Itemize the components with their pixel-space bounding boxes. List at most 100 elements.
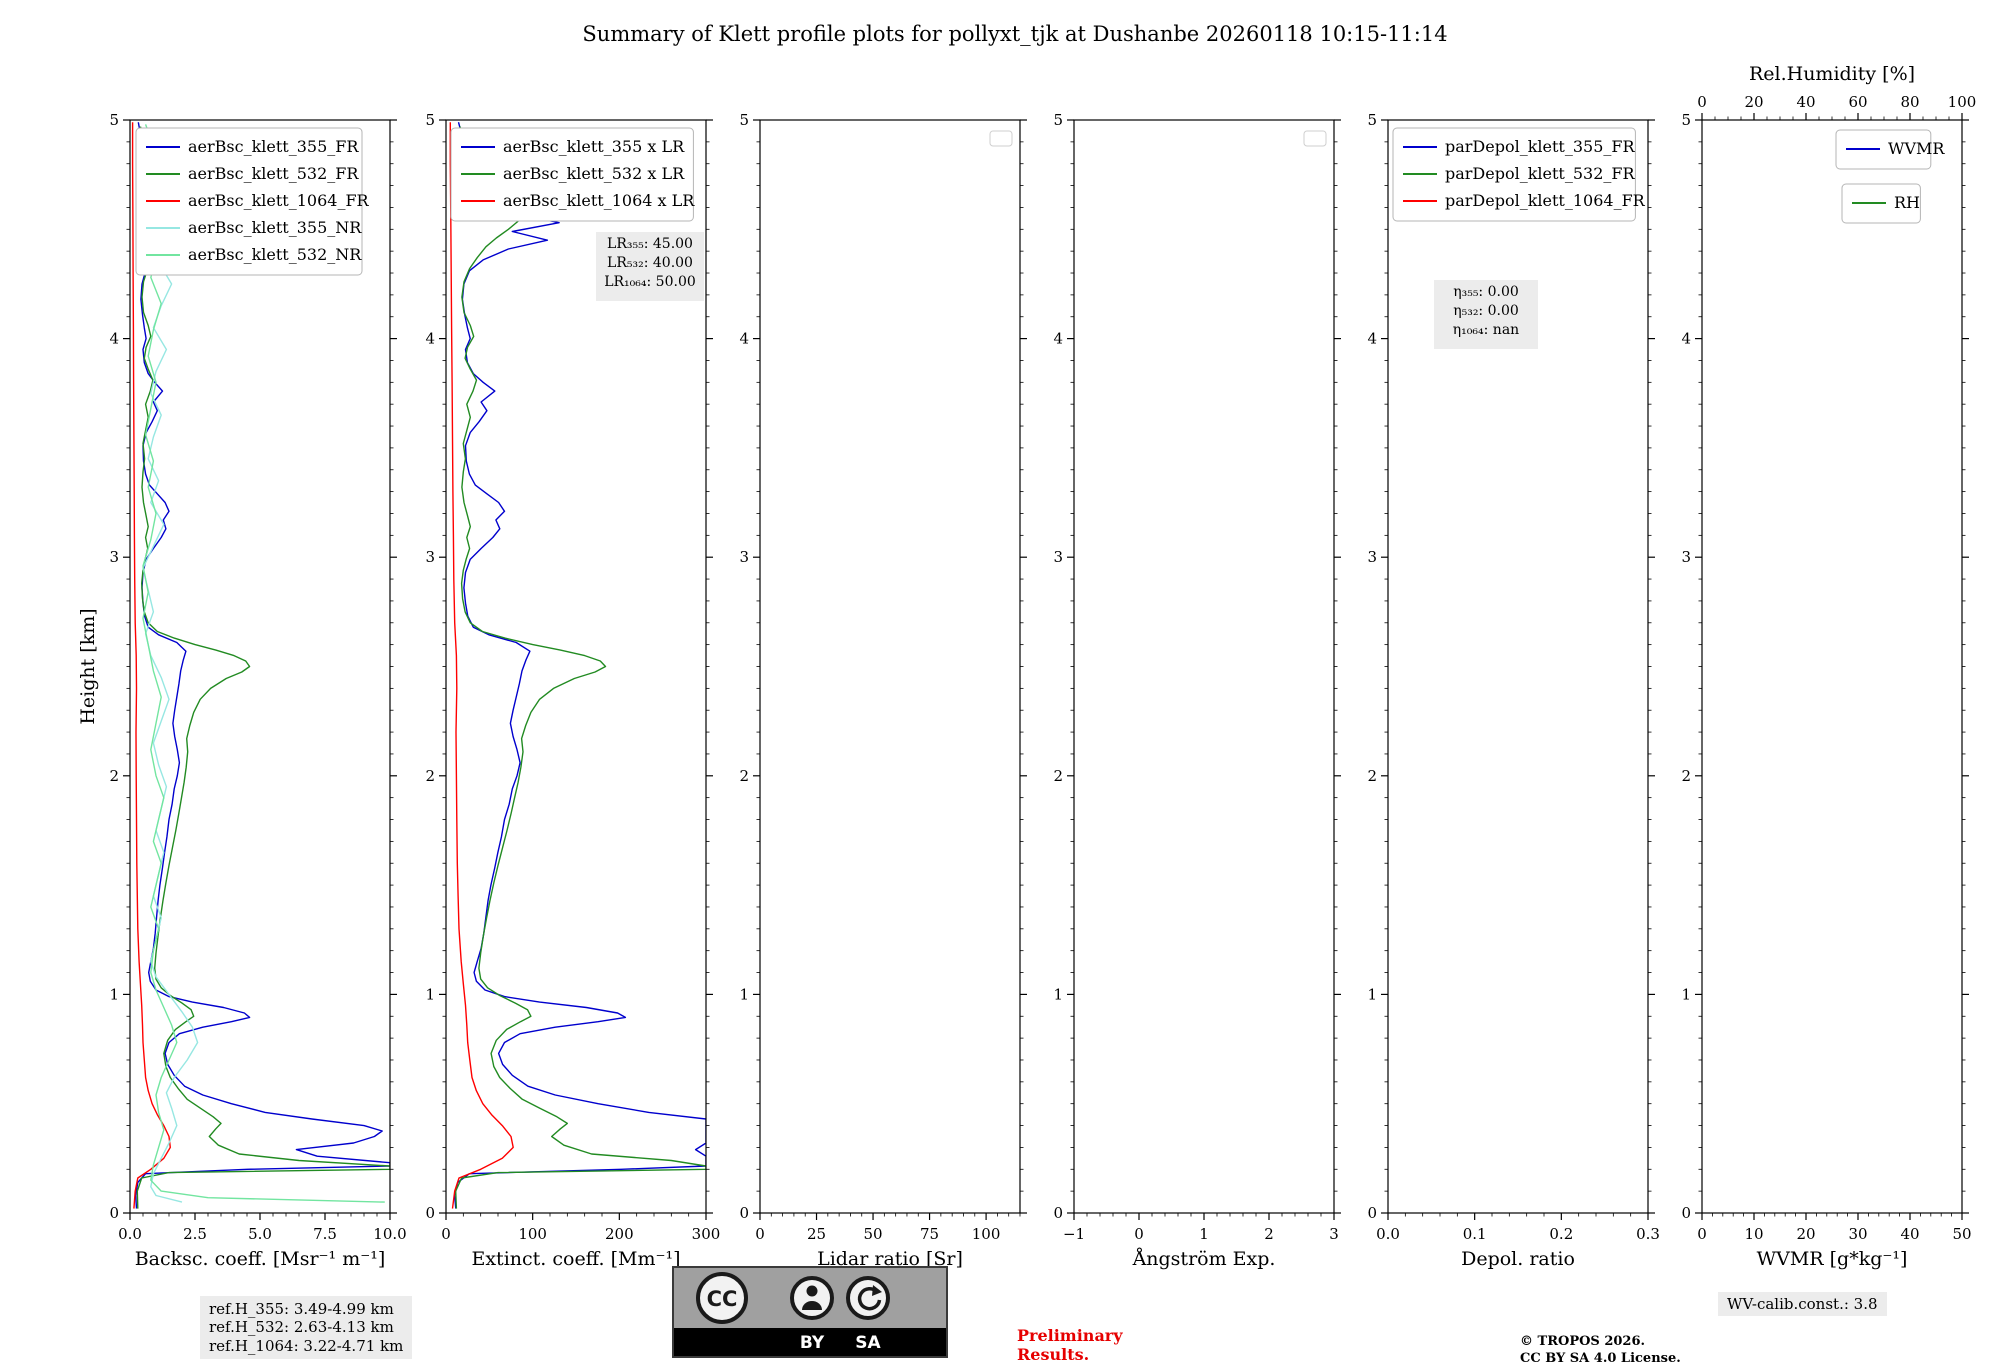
y-tick-label: 0 — [1367, 1204, 1377, 1222]
top-tick-label: 0 — [1697, 93, 1707, 111]
annotation-line: η₁₀₆₄: nan — [1453, 322, 1519, 338]
panel-0-frame — [129, 119, 391, 1214]
x-tick-label: 0 — [755, 1225, 765, 1243]
y-tick-label: 2 — [1681, 767, 1691, 785]
legend-label: parDepol_klett_1064_FR — [1445, 191, 1646, 210]
panel-5-frame — [1701, 119, 1963, 1214]
y-tick-label: 4 — [1367, 330, 1377, 348]
legend-label: aerBsc_klett_532_FR — [188, 164, 359, 183]
x-tick-label: 0 — [1134, 1225, 1144, 1243]
legend-label: aerBsc_klett_532_NR — [188, 245, 362, 264]
y-tick-label: 0 — [739, 1204, 749, 1222]
y-tick-label: 1 — [1681, 985, 1691, 1003]
y-tick-label: 2 — [425, 767, 435, 785]
y-tick-label: 0 — [1053, 1204, 1063, 1222]
curve-aerBsc_klett_532_x_LR — [455, 126, 706, 1209]
y-tick-label: 3 — [1367, 548, 1377, 566]
y-tick-label: 4 — [425, 330, 435, 348]
panel-0-legend — [135, 127, 363, 276]
y-tick-label: 1 — [1367, 985, 1377, 1003]
y-tick-label: 2 — [109, 767, 119, 785]
legend-label: aerBsc_klett_532 x LR — [503, 164, 685, 183]
top-axis-label: Rel.Humidity [%] — [1749, 63, 1915, 85]
cc-logo-text: CC — [707, 1287, 738, 1311]
top-tick-label: 60 — [1848, 93, 1867, 111]
annotation-line: LR₁₀₆₄: 50.00 — [604, 274, 696, 290]
copyright-note: © TROPOS 2026. CC BY SA 4.0 License. — [1520, 1334, 1681, 1366]
page-title: Summary of Klett profile plots for polly… — [582, 22, 1448, 46]
annotation-line: η₃₅₅: 0.00 — [1453, 284, 1519, 300]
annotation-line: LR₅₃₂: 40.00 — [607, 255, 693, 271]
x-tick-label: 0.1 — [1463, 1225, 1487, 1243]
cc-sa-label: SA — [855, 1333, 881, 1353]
y-tick-label: 3 — [425, 548, 435, 566]
share-alike-icon — [846, 1276, 890, 1320]
attribution-person-icon — [790, 1276, 834, 1320]
panel-1-axes: 0 1 2 3 4 5 0 100 200 300 Extinct. coeff. [Mm⁻¹] — [425, 111, 720, 1270]
cc-badge-graphic: CC BY SA — [674, 1272, 946, 1356]
y-tick-label: 4 — [739, 330, 749, 348]
y-tick-label: 5 — [109, 111, 119, 129]
x-tick-label: 50 — [1952, 1225, 1971, 1243]
x-tick-label: 75 — [920, 1225, 939, 1243]
y-tick-label: 1 — [425, 985, 435, 1003]
x-tick-label: 0.2 — [1549, 1225, 1573, 1243]
x-tick-label: 30 — [1848, 1225, 1867, 1243]
legend-label: aerBsc_klett_1064_FR — [188, 191, 370, 210]
y-tick-label: 0 — [109, 1204, 119, 1222]
y-tick-label: 5 — [1053, 111, 1063, 129]
x-tick-label: −1 — [1063, 1225, 1085, 1243]
y-axis-label: Height [km] — [77, 608, 99, 724]
curve-aerBsc_klett_1064_FR — [131, 122, 171, 1209]
top-tick-label: 80 — [1900, 93, 1919, 111]
cc-logo-icon — [696, 1272, 748, 1324]
x-tick-label: 100 — [518, 1225, 547, 1243]
x-tick-label: 0 — [1697, 1225, 1707, 1243]
panel-1-legend — [450, 127, 694, 222]
x-tick-label: 5.0 — [248, 1225, 272, 1243]
y-tick-label: 3 — [739, 548, 749, 566]
y-tick-label: 1 — [109, 985, 119, 1003]
x-tick-label: 7.5 — [313, 1225, 337, 1243]
x-axis-label: Extinct. coeff. [Mm⁻¹] — [471, 1248, 680, 1270]
panel-2-legend-empty — [989, 130, 1013, 147]
annotation-line: LR₃₅₅: 45.00 — [607, 236, 693, 252]
y-tick-label: 4 — [1053, 330, 1063, 348]
y-tick-label: 1 — [1053, 985, 1063, 1003]
x-tick-label: 25 — [807, 1225, 826, 1243]
ref-height-355: ref.H_355: 3.49-4.99 km — [209, 1300, 394, 1318]
x-tick-label: 20 — [1796, 1225, 1815, 1243]
panel-3-frame — [1073, 119, 1335, 1214]
legend-label: WVMR — [1888, 139, 1945, 158]
x-tick-label: 2.5 — [183, 1225, 207, 1243]
top-tick-label: 20 — [1744, 93, 1763, 111]
x-tick-label: 3 — [1329, 1225, 1339, 1243]
x-tick-label: 0.3 — [1636, 1225, 1660, 1243]
legend-label: aerBsc_klett_355 x LR — [503, 137, 685, 156]
wv-calibration-constant: WV-calib.const.: 3.8 — [1718, 1292, 1887, 1316]
reference-height-box: ref.H_355: 3.49-4.99 km ref.H_532: 2.63-… — [200, 1296, 413, 1359]
y-tick-label: 2 — [739, 767, 749, 785]
x-tick-label: 200 — [605, 1225, 634, 1243]
annotation-line: η₅₃₂: 0.00 — [1453, 303, 1519, 319]
x-tick-label: 0.0 — [118, 1225, 142, 1243]
x-tick-label: 300 — [692, 1225, 721, 1243]
x-axis-label: Depol. ratio — [1461, 1248, 1575, 1270]
panel-4-legend — [1392, 127, 1636, 222]
legend-label: aerBsc_klett_355_NR — [188, 218, 362, 237]
panel-2-frame — [759, 119, 1021, 1214]
y-tick-label: 2 — [1053, 767, 1063, 785]
cc-badge-strip — [674, 1328, 946, 1356]
top-tick-label: 100 — [1948, 93, 1977, 111]
x-tick-label: 100 — [972, 1225, 1001, 1243]
y-tick-label: 5 — [425, 111, 435, 129]
curve-aerBsc_klett_355_FR — [135, 122, 390, 1209]
top-tick-label: 40 — [1796, 93, 1815, 111]
x-axis-label: Lidar ratio [Sr] — [817, 1248, 963, 1270]
curve-aerBsc_klett_1064_x_LR — [449, 122, 514, 1209]
legend-label: parDepol_klett_355_FR — [1445, 137, 1636, 156]
x-tick-label: 0.0 — [1376, 1225, 1400, 1243]
x-tick-label: 0 — [441, 1225, 451, 1243]
